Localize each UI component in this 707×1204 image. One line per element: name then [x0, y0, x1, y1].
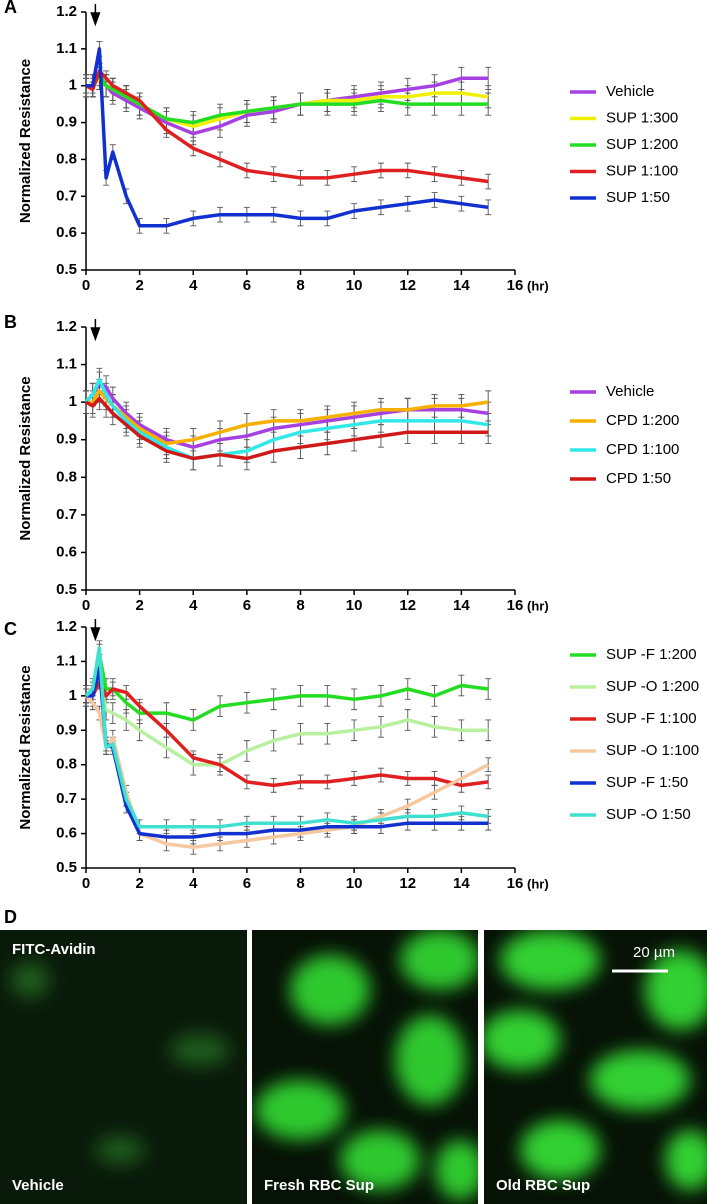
image-label: Fresh RBC Sup	[264, 1177, 374, 1194]
y-tick-label: 1	[69, 77, 77, 94]
legend-label: SUP 1:100	[606, 162, 678, 179]
legend-label: SUP 1:50	[606, 189, 670, 206]
panel-label: A	[4, 0, 17, 17]
x-tick-label: 16	[507, 277, 524, 294]
y-tick-label: 0.8	[56, 150, 77, 167]
x-tick-label: 10	[346, 277, 363, 294]
x-tick-label: 10	[346, 875, 363, 892]
legend-label: CPD 1:200	[606, 412, 679, 429]
legend-label: SUP 1:200	[606, 136, 678, 153]
legend-label: SUP 1:300	[606, 109, 678, 126]
y-tick-label: 0.8	[56, 468, 77, 485]
panel-label: D	[4, 907, 17, 927]
y-tick-label: 0.9	[56, 721, 77, 738]
x-unit: (hr)	[527, 598, 549, 613]
y-axis-label: Normalized Resistance	[17, 376, 34, 540]
y-tick-label: 1.1	[56, 40, 77, 57]
treatment-arrow	[90, 319, 101, 342]
x-tick-label: 0	[82, 875, 90, 892]
y-tick-label: 0.9	[56, 431, 77, 448]
data-line	[85, 396, 489, 461]
x-tick-label: 0	[82, 277, 90, 294]
x-tick-label: 2	[135, 875, 143, 892]
y-tick-label: 0.6	[56, 543, 77, 560]
x-tick-label: 10	[346, 597, 363, 614]
y-tick-label: 0.6	[56, 825, 77, 842]
y-tick-label: 1.2	[56, 318, 77, 335]
scale-label: 20 µm	[633, 944, 675, 961]
x-tick-label: 0	[82, 597, 90, 614]
stain-label: FITC-Avidin	[12, 941, 96, 958]
image-label: Vehicle	[12, 1177, 64, 1194]
legend-label: Vehicle	[606, 83, 654, 100]
x-tick-label: 6	[243, 597, 251, 614]
x-tick-label: 4	[189, 597, 198, 614]
y-tick-label: 0.5	[56, 581, 77, 598]
legend-label: SUP -O 1:100	[606, 742, 699, 759]
y-tick-label: 0.5	[56, 859, 77, 876]
micrograph	[0, 930, 707, 1204]
y-tick-label: 1.1	[56, 652, 77, 669]
data-line	[84, 652, 489, 722]
x-tick-label: 6	[243, 875, 251, 892]
data-line	[84, 645, 489, 829]
legend-label: Vehicle	[606, 383, 654, 400]
y-tick-label: 1	[69, 393, 77, 410]
x-tick-label: 8	[296, 875, 304, 892]
data-line	[85, 69, 489, 184]
x-tick-label: 14	[453, 875, 470, 892]
y-tick-label: 1.1	[56, 356, 77, 373]
y-axis-label: Normalized Resistance	[17, 59, 34, 223]
panel-label: C	[4, 619, 17, 639]
x-tick-label: 16	[507, 597, 524, 614]
data-line	[86, 676, 489, 767]
y-tick-label: 0.9	[56, 114, 77, 131]
y-tick-label: 1	[69, 687, 77, 704]
data-line	[84, 377, 489, 461]
y-tick-label: 0.7	[56, 187, 77, 204]
legend-label: CPD 1:100	[606, 441, 679, 458]
y-tick-label: 0.5	[56, 261, 77, 278]
x-tick-label: 16	[507, 875, 524, 892]
x-tick-label: 12	[399, 875, 416, 892]
x-tick-label: 12	[399, 597, 416, 614]
y-tick-label: 0.6	[56, 224, 77, 241]
panel-label: B	[4, 312, 17, 332]
x-tick-label: 4	[189, 277, 198, 294]
y-tick-label: 0.7	[56, 790, 77, 807]
data-line	[86, 72, 489, 125]
legend-label: SUP -O 1:50	[606, 806, 691, 823]
data-line	[86, 680, 489, 788]
y-tick-label: 0.8	[56, 756, 77, 773]
x-tick-label: 14	[453, 597, 470, 614]
legend-label: SUP -F 1:200	[606, 646, 697, 663]
legend-label: SUP -F 1:50	[606, 774, 688, 791]
treatment-arrow	[90, 4, 101, 27]
x-tick-label: 14	[453, 277, 470, 294]
treatment-arrow	[90, 619, 101, 642]
x-tick-label: 4	[189, 875, 198, 892]
x-tick-label: 8	[296, 277, 304, 294]
x-tick-label: 6	[243, 277, 251, 294]
data-line	[86, 47, 489, 228]
y-tick-label: 1.2	[56, 3, 77, 20]
x-tick-label: 12	[399, 277, 416, 294]
x-unit: (hr)	[527, 876, 549, 891]
x-tick-label: 2	[135, 277, 143, 294]
legend-label: CPD 1:50	[606, 470, 671, 487]
legend-label: SUP -F 1:100	[606, 710, 697, 727]
x-unit: (hr)	[527, 278, 549, 293]
y-tick-label: 0.7	[56, 506, 77, 523]
legend-label: SUP -O 1:200	[606, 678, 699, 695]
image-label: Old RBC Sup	[496, 1177, 590, 1194]
x-tick-label: 2	[135, 597, 143, 614]
x-tick-label: 8	[296, 597, 304, 614]
y-axis-label: Normalized Resistance	[17, 665, 34, 829]
y-tick-label: 1.2	[56, 618, 77, 635]
